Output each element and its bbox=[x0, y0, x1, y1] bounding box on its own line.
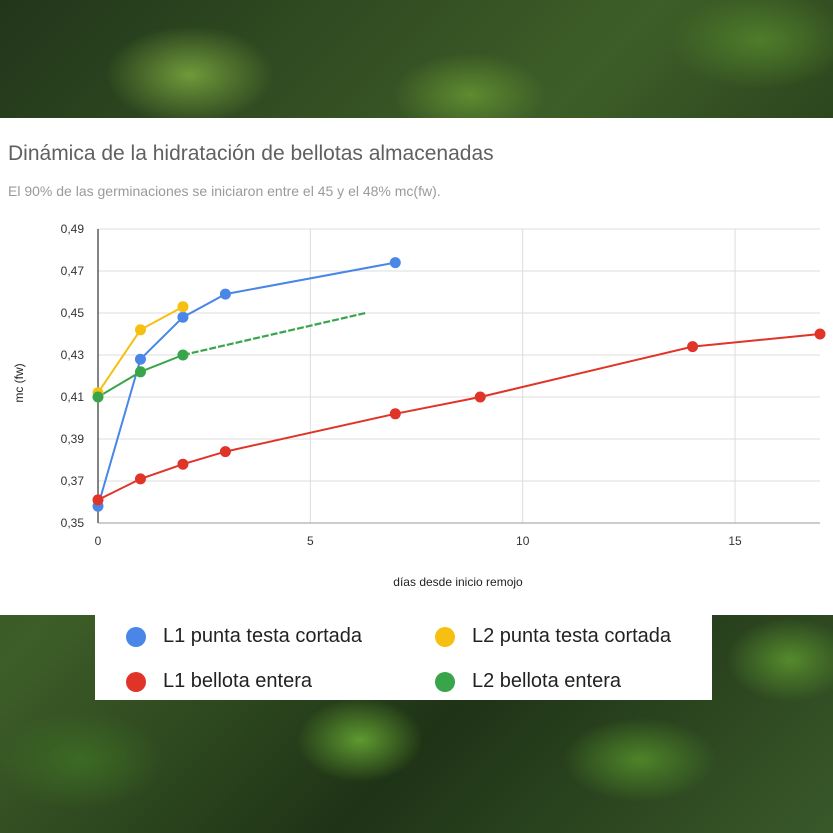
data-point-series-2 bbox=[219, 446, 231, 458]
y-tick-label: 0,45 bbox=[61, 306, 85, 320]
legend-marker-l1-punta bbox=[126, 626, 146, 647]
series-extension-line-3 bbox=[182, 311, 366, 357]
data-point-series-0 bbox=[389, 257, 401, 269]
data-point-series-3 bbox=[92, 391, 104, 403]
data-point-series-0 bbox=[219, 288, 231, 300]
x-axis-title: días desde inicio remojo bbox=[393, 575, 523, 589]
series-line-1 bbox=[97, 305, 184, 394]
legend-item-l1-entera: L1 bellota entera bbox=[126, 670, 312, 693]
data-point-series-0 bbox=[177, 311, 189, 323]
x-tick-label: 15 bbox=[728, 534, 742, 548]
data-point-series-3 bbox=[177, 349, 189, 361]
y-axis-title: mc (fw) bbox=[12, 363, 26, 402]
x-tick-label: 10 bbox=[516, 534, 530, 548]
data-point-series-0 bbox=[134, 353, 146, 365]
legend-marker-l1-entera bbox=[126, 671, 146, 692]
series-line-2 bbox=[97, 333, 821, 501]
legend-marker-l2-punta bbox=[435, 626, 455, 647]
data-point-series-1 bbox=[134, 324, 146, 336]
y-tick-label: 0,41 bbox=[61, 390, 85, 404]
data-point-series-3 bbox=[134, 366, 146, 378]
series-line-0 bbox=[97, 261, 396, 507]
y-tick-label: 0,37 bbox=[61, 474, 85, 488]
legend-item-l2-entera: L2 bellota entera bbox=[435, 670, 621, 693]
data-point-series-2 bbox=[92, 494, 104, 506]
data-point-series-2 bbox=[687, 341, 699, 353]
data-point-series-2 bbox=[177, 458, 189, 470]
y-tick-label: 0,39 bbox=[61, 432, 85, 446]
legend-label-l1-entera: L1 bellota entera bbox=[163, 670, 313, 692]
data-point-series-2 bbox=[134, 473, 146, 485]
legend-item-l1-punta: L1 punta testa cortada bbox=[126, 625, 362, 648]
y-tick-label: 0,49 bbox=[61, 222, 85, 236]
x-tick-label: 0 bbox=[95, 534, 102, 548]
legend-label-l1-punta: L1 punta testa cortada bbox=[163, 625, 363, 647]
legend-label-l2-punta: L2 punta testa cortada bbox=[472, 625, 672, 647]
data-point-series-2 bbox=[389, 408, 401, 420]
y-tick-label: 0,35 bbox=[61, 516, 85, 530]
legend-marker-l2-entera bbox=[435, 671, 455, 692]
x-tick-label: 5 bbox=[307, 534, 314, 548]
legend-label-l2-entera: L2 bellota entera bbox=[472, 670, 622, 692]
chart-title: Dinámica de la hidratación de bellotas a… bbox=[8, 142, 494, 165]
data-point-series-2 bbox=[814, 328, 826, 340]
y-tick-label: 0,47 bbox=[61, 264, 85, 278]
y-tick-label: 0,43 bbox=[61, 348, 85, 362]
data-point-series-2 bbox=[474, 391, 486, 403]
legend-item-l2-punta: L2 punta testa cortada bbox=[435, 625, 671, 648]
legend: L1 punta testa cortada L2 punta testa co… bbox=[95, 615, 712, 700]
data-point-series-1 bbox=[177, 301, 189, 313]
chart-subtitle: El 90% de las germinaciones se iniciaron… bbox=[8, 183, 441, 199]
